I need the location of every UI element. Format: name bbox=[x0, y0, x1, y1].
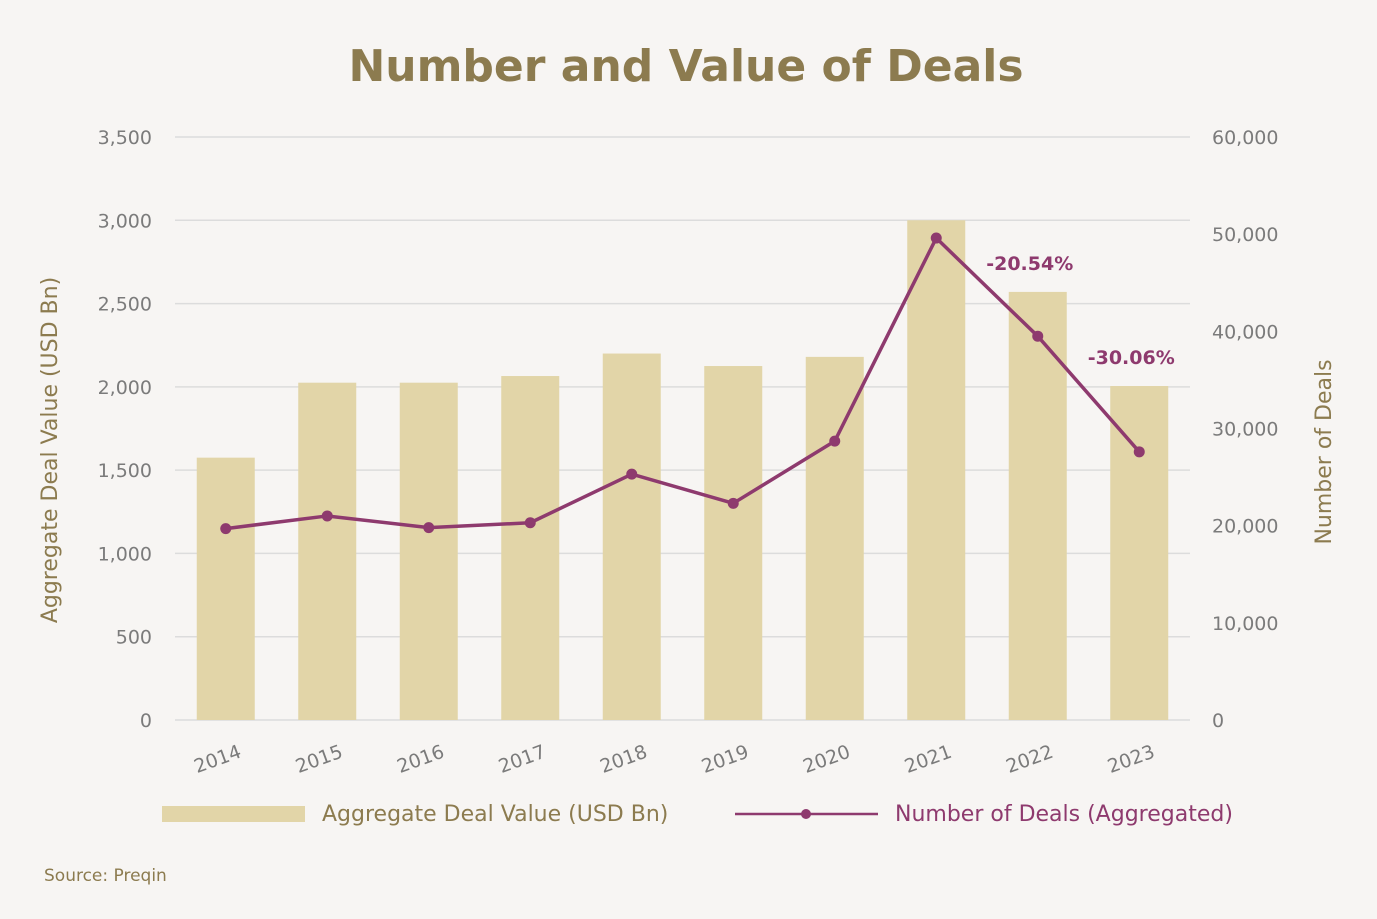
annotation-2022: -20.54% bbox=[986, 253, 1073, 275]
deals-line bbox=[225, 236, 1141, 531]
y-left-tick-label: 2,000 bbox=[98, 377, 152, 399]
bar-2021 bbox=[907, 220, 966, 721]
legend-line-marker bbox=[801, 809, 811, 819]
line-series bbox=[220, 232, 1145, 535]
y-right-tick-label: 10,000 bbox=[1212, 613, 1278, 635]
bar-2016 bbox=[399, 382, 458, 720]
deals-point-2014 bbox=[220, 523, 232, 535]
y-left-tick-label: 0 bbox=[140, 710, 152, 732]
legend-line-label: Number of Deals (Aggregated) bbox=[895, 802, 1233, 827]
legend: Aggregate Deal Value (USD Bn) Number of … bbox=[162, 802, 1233, 827]
bar-2015 bbox=[298, 382, 357, 720]
x-tick-label: 2023 bbox=[1105, 741, 1158, 778]
bar-series bbox=[196, 220, 1169, 721]
deals-point-2019 bbox=[727, 497, 739, 509]
bar-2023 bbox=[1110, 386, 1169, 720]
y-left-tick-label: 500 bbox=[116, 627, 152, 649]
y-right-tick-label: 50,000 bbox=[1212, 224, 1278, 246]
bar-2018 bbox=[602, 353, 661, 720]
deals-point-2021 bbox=[930, 232, 942, 244]
bar-2017 bbox=[501, 376, 560, 720]
chart-title: Number and Value of Deals bbox=[348, 41, 1023, 92]
deals-point-2022 bbox=[1032, 330, 1044, 342]
axis-ticks: 0 500 1,000 1,500 2,000 2,500 3,000 3,500 0 10,00… bbox=[98, 127, 1279, 778]
deals-point-2020 bbox=[829, 435, 841, 447]
deals-point-2015 bbox=[321, 510, 333, 522]
x-tick-label: 2018 bbox=[597, 741, 650, 778]
y-right-tick-label: 60,000 bbox=[1212, 127, 1278, 149]
y-right-tick-label: 20,000 bbox=[1212, 516, 1278, 538]
y-left-tick-label: 1,000 bbox=[98, 543, 152, 565]
y-right-tick-label: 0 bbox=[1212, 710, 1224, 732]
bar-2014 bbox=[196, 457, 255, 720]
y-left-tick-label: 3,000 bbox=[98, 210, 152, 232]
deals-point-2016 bbox=[423, 522, 435, 534]
x-tick-label: 2020 bbox=[800, 741, 853, 778]
legend-bar-label: Aggregate Deal Value (USD Bn) bbox=[322, 802, 668, 827]
x-tick-label: 2016 bbox=[394, 741, 447, 778]
y-left-tick-label: 3,500 bbox=[98, 127, 152, 149]
x-tick-label: 2017 bbox=[496, 741, 549, 778]
bar-2019 bbox=[704, 366, 763, 720]
y-axis-right-title: Number of Deals bbox=[1312, 359, 1337, 544]
source-note: Source: Preqin bbox=[44, 866, 167, 886]
legend-bar-swatch bbox=[162, 806, 305, 822]
deals-point-2017 bbox=[524, 517, 536, 529]
y-right-tick-label: 40,000 bbox=[1212, 321, 1278, 343]
x-tick-label: 2019 bbox=[699, 741, 752, 778]
bar-2022 bbox=[1008, 291, 1067, 720]
annotations: -20.54% -30.06% bbox=[986, 253, 1175, 369]
annotation-2023: -30.06% bbox=[1088, 347, 1175, 369]
deals-point-2023 bbox=[1133, 446, 1145, 458]
y-left-tick-label: 1,500 bbox=[98, 460, 152, 482]
bar-2020 bbox=[805, 356, 864, 720]
x-tick-label: 2015 bbox=[293, 741, 346, 778]
y-axis-left-title: Aggregate Deal Value (USD Bn) bbox=[38, 277, 63, 623]
y-right-tick-label: 30,000 bbox=[1212, 419, 1278, 441]
y-left-tick-label: 2,500 bbox=[98, 294, 152, 316]
x-tick-label: 2021 bbox=[902, 741, 955, 778]
x-tick-label: 2022 bbox=[1003, 741, 1056, 778]
deals-point-2018 bbox=[626, 468, 638, 480]
x-tick-label: 2014 bbox=[191, 741, 244, 778]
